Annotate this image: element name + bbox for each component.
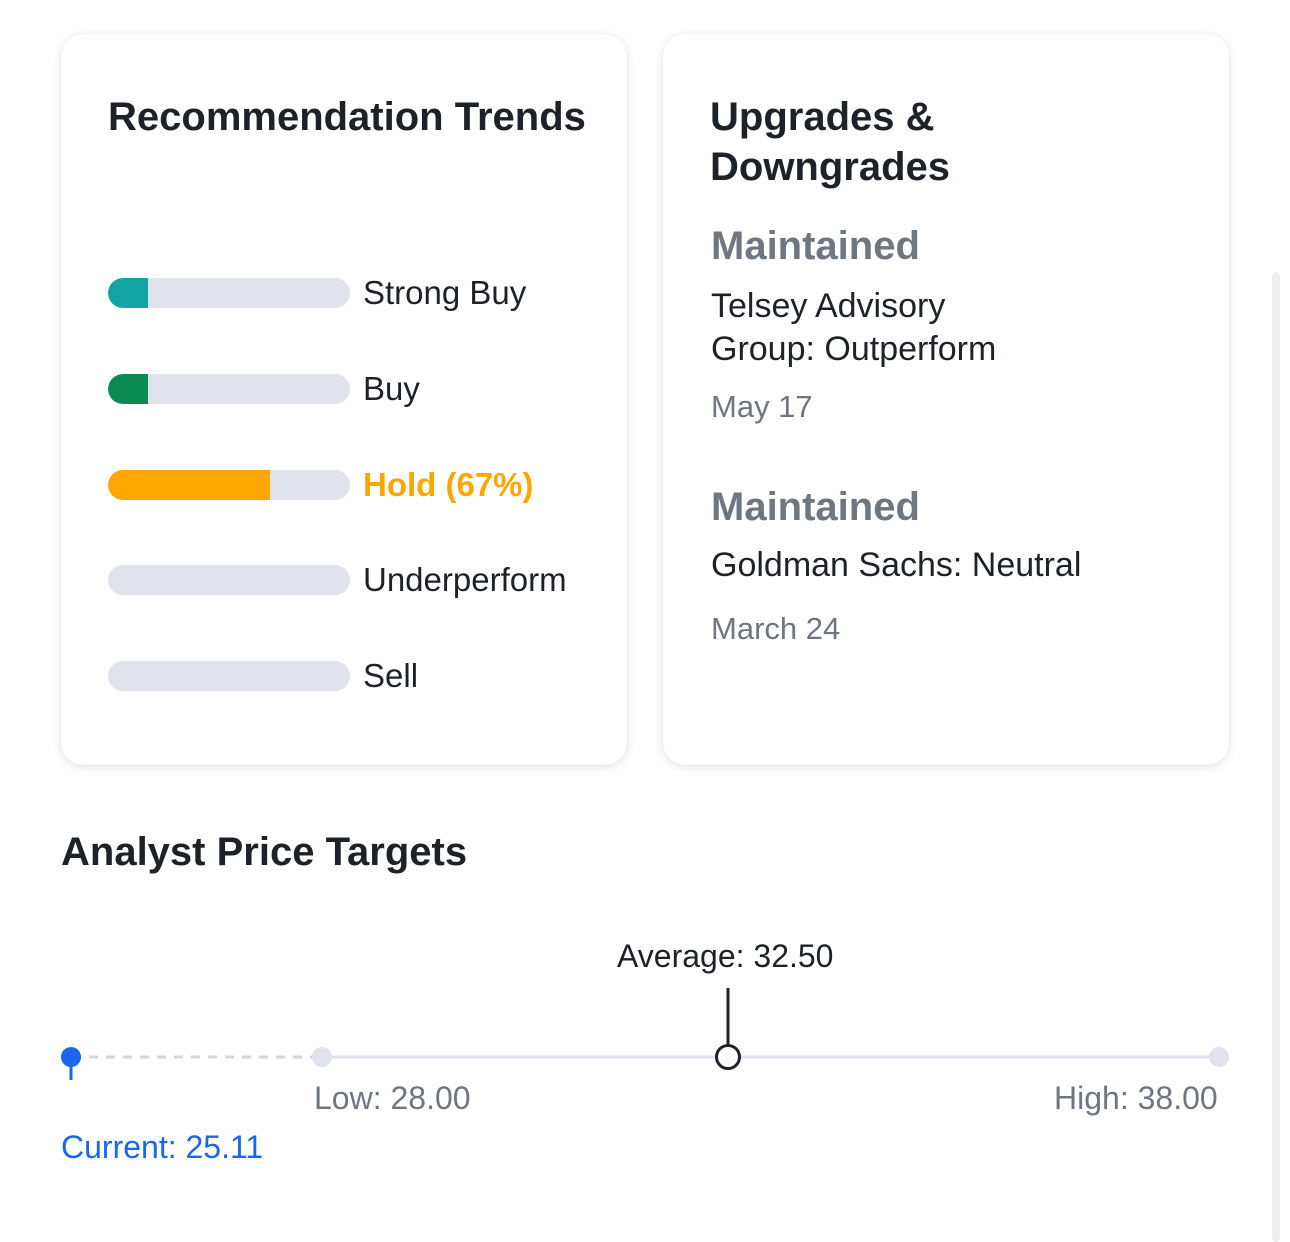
trend-label: Hold (67%) <box>363 466 534 503</box>
trend-bar-fill <box>108 470 271 500</box>
rating-date: March 24 <box>711 611 841 646</box>
rating-firm: Goldman Sachs: Neutral <box>711 546 1082 584</box>
price-target-range-chart <box>61 988 1229 1080</box>
trend-row-strong-buy: Strong Buy <box>108 269 608 311</box>
analyst-price-targets-title: Analyst Price Targets <box>61 830 468 874</box>
rating-action: Maintained <box>711 224 920 268</box>
low-target-dot <box>312 1047 332 1067</box>
trend-bar <box>108 374 350 404</box>
average-price-label: Average: 32.50 <box>617 938 834 974</box>
high-target-dot <box>1209 1047 1229 1067</box>
recommendation-trends-card: Recommendation Trends Strong Buy Buy Hol… <box>61 34 627 765</box>
recommendation-trends-title: Recommendation Trends <box>108 95 586 139</box>
upgrades-downgrades-card[interactable]: Upgrades & Downgrades Maintained Telsey … <box>663 34 1229 765</box>
rating-change-item[interactable]: Maintained Telsey Advisory Group: Outper… <box>711 221 1191 427</box>
trend-bar <box>108 278 350 308</box>
rating-firm: Telsey Advisory Group: Outperform <box>711 287 997 368</box>
scrollbar[interactable] <box>1272 272 1280 1242</box>
rating-action: Maintained <box>711 485 920 529</box>
trend-bar <box>108 661 350 691</box>
current-price-dot <box>61 1047 81 1067</box>
trend-label: Strong Buy <box>363 274 527 311</box>
rating-date: May 17 <box>711 389 813 424</box>
upgrades-downgrades-title: Upgrades & Downgrades <box>710 95 951 189</box>
trend-bar-fill <box>108 374 148 404</box>
trend-label: Sell <box>363 657 419 694</box>
high-price-label: High: 38.00 <box>1054 1080 1218 1116</box>
trend-bar-fill <box>108 278 148 308</box>
trend-row-buy: Buy <box>108 365 608 407</box>
trend-label: Underperform <box>363 561 567 598</box>
trend-bar <box>108 565 350 595</box>
low-price-label: Low: 28.00 <box>314 1080 471 1116</box>
rating-change-item[interactable]: Maintained Goldman Sachs: Neutral March … <box>711 482 1191 649</box>
trend-label: Buy <box>363 370 420 407</box>
trend-bar <box>108 470 350 500</box>
trend-row-underperform: Underperform <box>108 556 608 598</box>
average-target-marker <box>715 1044 741 1070</box>
trend-row-hold: Hold (67%) <box>108 461 608 503</box>
current-price-label: Current: 25.11 <box>61 1129 264 1165</box>
trend-row-sell: Sell <box>108 652 608 694</box>
